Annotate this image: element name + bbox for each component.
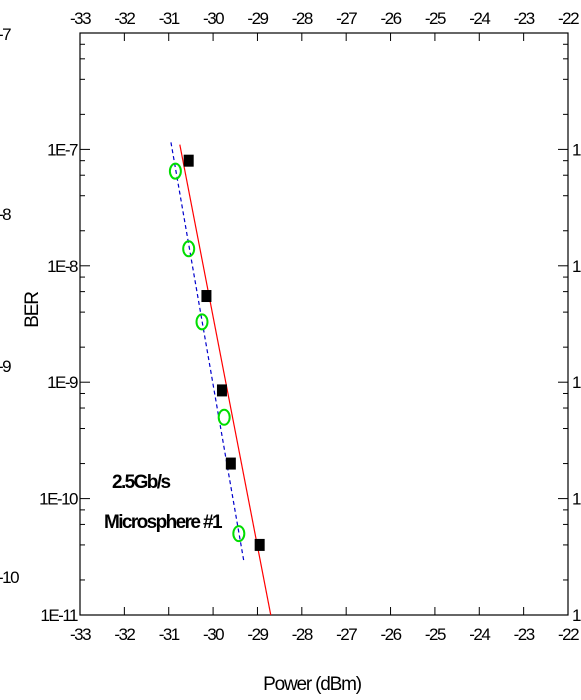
data-point-circle: [217, 408, 231, 426]
x-axis-title: Power (dBm): [263, 674, 362, 695]
y-tick-label-right-clipped: 1: [572, 140, 581, 159]
x-tick-label-top: -31: [159, 9, 180, 28]
x-tick-label-bottom: -32: [114, 625, 135, 644]
x-tick-label-bottom: -33: [70, 625, 91, 644]
data-point-circle: [168, 162, 182, 180]
annotation-device: Microsphere #1: [104, 512, 223, 533]
x-tick-label-bottom: -26: [381, 625, 402, 644]
x-tick-label-bottom: -23: [514, 625, 535, 644]
y-tick-label: 1E-9: [47, 373, 78, 392]
y-tick-label-right-clipped: 1: [572, 373, 581, 392]
x-tick-label-top: -29: [247, 9, 268, 28]
y-tick-label-left-clipped: -7: [0, 25, 11, 44]
y-tick-label-left-clipped: -9: [0, 357, 11, 376]
axis-tick-labels: -33 -33 -32 -32 -31 -31 -30 -30 -29 -29 -28 -28 -27 -…: [0, 9, 581, 644]
x-tick-label-top: -23: [514, 9, 535, 28]
x-tick-label-top: -28: [292, 9, 313, 28]
x-tick-label-bottom: -30: [203, 625, 224, 644]
x-tick-label-top: -30: [203, 9, 224, 28]
y-tick-label-right-clipped: 1: [572, 257, 581, 276]
x-tick-label-bottom: -27: [336, 625, 357, 644]
y-tick-label-left-clipped: -8: [0, 205, 11, 224]
x-tick-label-top: -33: [70, 9, 91, 28]
y-tick-label: 1E-8: [47, 257, 78, 276]
data-points: [168, 154, 265, 551]
y-tick-label-left-clipped: -10: [0, 568, 19, 587]
data-point-square: [183, 154, 194, 167]
x-tick-label-top: -27: [336, 9, 357, 28]
x-tick-label-top: -22: [558, 9, 579, 28]
x-tick-label-top: -32: [114, 9, 135, 28]
data-point-square: [225, 457, 236, 470]
data-point-circle: [232, 525, 246, 543]
x-tick-label-top: -26: [381, 9, 402, 28]
fit-line-solid: [179, 144, 272, 616]
data-point-square: [216, 384, 227, 397]
fit-line-dashed: [170, 142, 245, 564]
x-tick-label-bottom: -29: [247, 625, 268, 644]
data-point-circle: [182, 240, 196, 258]
plot-frame-group: [79, 32, 569, 616]
x-tick-label-bottom: -25: [425, 625, 446, 644]
y-tick-label: 1E-10: [39, 490, 78, 509]
axis-ticks: [79, 32, 569, 616]
x-tick-label-bottom: -31: [159, 625, 180, 644]
fit-lines: [170, 142, 272, 616]
y-tick-label: 1E-11: [40, 606, 78, 625]
x-tick-label-bottom: -28: [292, 625, 313, 644]
x-tick-label-bottom: -22: [558, 625, 579, 644]
x-tick-label-bottom: -24: [469, 625, 490, 644]
x-tick-label-top: -24: [469, 9, 490, 28]
data-point-square: [254, 538, 265, 551]
data-point-square: [201, 290, 212, 303]
y-tick-label: 1E-7: [47, 140, 78, 159]
y-tick-label-right-clipped: 1: [572, 606, 581, 625]
plot-frame: [79, 32, 569, 616]
data-point-circle: [195, 313, 209, 331]
x-tick-label-top: -25: [425, 9, 446, 28]
y-tick-label-right-clipped: 1: [572, 490, 581, 509]
annotation-bitrate: 2.5Gb/s: [112, 472, 170, 493]
y-axis-title: BER: [22, 292, 43, 328]
